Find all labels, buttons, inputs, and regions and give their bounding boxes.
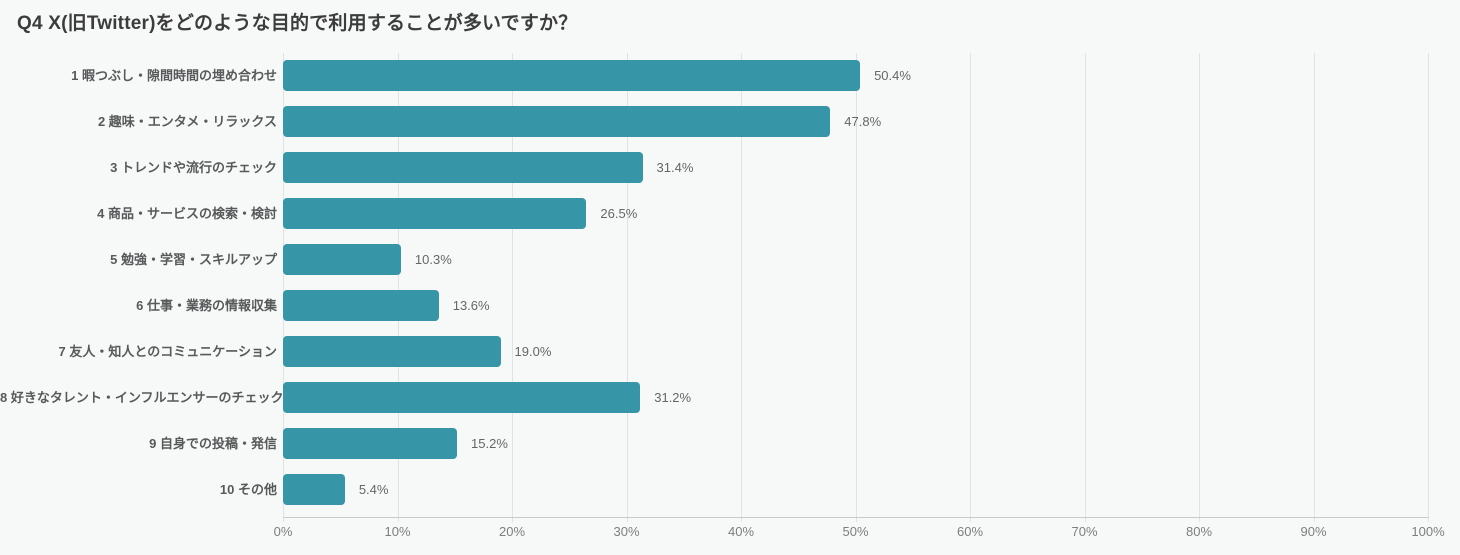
bar[interactable] bbox=[283, 428, 458, 459]
value-label: 50.4% bbox=[874, 68, 911, 83]
value-label: 5.4% bbox=[358, 482, 389, 497]
x-tick-label: 60% bbox=[956, 524, 984, 539]
chart-row: 10.3% bbox=[283, 237, 1428, 283]
x-tick-label: 30% bbox=[613, 524, 640, 539]
x-tick-label: 70% bbox=[1071, 524, 1098, 539]
bar[interactable] bbox=[283, 336, 501, 367]
chart-row: 26.5% bbox=[283, 191, 1428, 237]
bar[interactable] bbox=[283, 152, 643, 183]
value-label: 31.4% bbox=[656, 160, 694, 175]
plot-area: 50.4% 47.8% 31.4% 26.5% 10.3% 13.6% 19.0% 31.2%… bbox=[283, 53, 1428, 513]
category-label: 5 勉強・学習・スキルアップ bbox=[110, 252, 277, 267]
chart-title: Q4 X(旧Twitter)をどのような目的で利用することが多いですか？ bbox=[17, 13, 578, 34]
value-label: 47.8% bbox=[844, 114, 882, 129]
value-label: 19.0% bbox=[514, 344, 552, 359]
value-label: 26.5% bbox=[600, 206, 638, 221]
x-tick-label: 20% bbox=[498, 524, 526, 539]
category-label: 2 趣味・エンタメ・リラックス bbox=[97, 114, 277, 129]
category-label: 6 仕事・業務の情報収集 bbox=[136, 298, 277, 313]
category-label: 3 トレンドや流行のチェック bbox=[110, 160, 277, 175]
chart-row: 47.8% bbox=[283, 99, 1428, 145]
bar[interactable] bbox=[283, 474, 345, 505]
chart-row: 5.4% bbox=[283, 467, 1428, 513]
chart-row: 31.2% bbox=[283, 375, 1428, 421]
category-label: 8 好きなタレント・インフルエンサーのチェック bbox=[0, 390, 284, 405]
chart-row: 19.0% bbox=[283, 329, 1428, 375]
x-tick-label: 100% bbox=[1411, 524, 1445, 539]
bar[interactable] bbox=[283, 60, 861, 91]
category-label: 4 商品・サービスの検索・検討 bbox=[97, 206, 277, 221]
value-label: 10.3% bbox=[414, 252, 452, 267]
bar[interactable] bbox=[283, 106, 831, 137]
chart-row: 50.4% bbox=[283, 53, 1428, 99]
x-tick-label: 0% bbox=[273, 524, 293, 539]
value-label: 15.2% bbox=[471, 436, 508, 451]
value-label: 31.2% bbox=[654, 390, 692, 405]
bar[interactable] bbox=[283, 198, 587, 229]
bar[interactable] bbox=[283, 382, 641, 413]
x-tick-label: 90% bbox=[1300, 524, 1327, 539]
x-tick-label: 40% bbox=[727, 524, 755, 539]
category-label: 10 その他 bbox=[219, 482, 277, 497]
value-label: 13.6% bbox=[452, 298, 490, 313]
category-label: 7 友人・知人とのコミュニケーション bbox=[58, 344, 277, 359]
category-label: 1 暇つぶし・隙間時間の埋め合わせ bbox=[71, 68, 277, 83]
x-tick-label: 50% bbox=[842, 524, 869, 539]
gridline bbox=[1428, 53, 1429, 522]
x-tick-label: 10% bbox=[384, 524, 411, 539]
chart-row: 15.2% bbox=[283, 421, 1428, 467]
chart-row: 31.4% bbox=[283, 145, 1428, 191]
bar[interactable] bbox=[283, 290, 439, 321]
x-tick-label: 80% bbox=[1185, 524, 1213, 539]
chart-row: 13.6% bbox=[283, 283, 1428, 329]
x-axis-line bbox=[283, 517, 1429, 518]
x-axis-ticks: 0% 10% 20% 30% 40% 50% 60% 70% 80% 90% 100% bbox=[274, 524, 1445, 544]
bar[interactable] bbox=[283, 244, 401, 275]
category-label: 9 自身での投稿・発信 bbox=[149, 436, 277, 451]
